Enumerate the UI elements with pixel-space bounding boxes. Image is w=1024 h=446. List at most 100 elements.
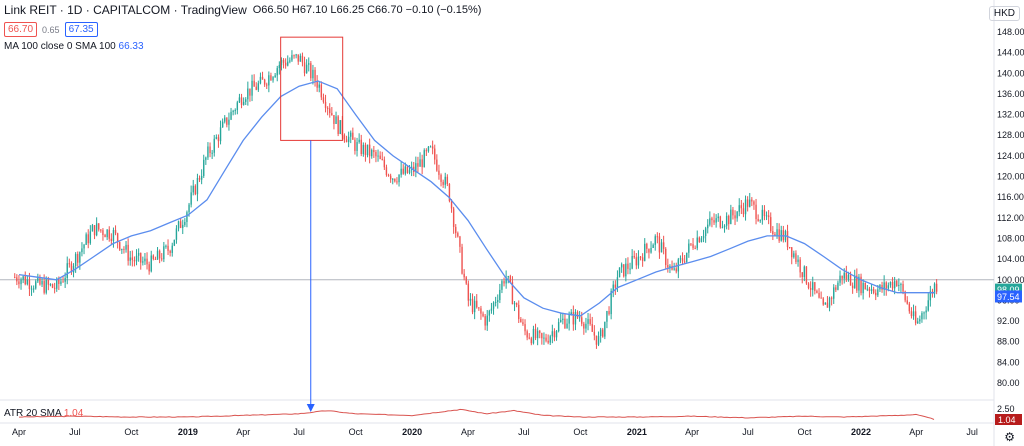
candle-body xyxy=(803,266,806,277)
price-tick-label: 148.00 xyxy=(997,27,1024,37)
candle-body xyxy=(127,244,129,261)
candle-body xyxy=(408,169,411,173)
candle-body xyxy=(812,282,814,290)
candle-body xyxy=(839,275,841,283)
candle-body xyxy=(291,55,293,61)
candle-body xyxy=(18,281,20,285)
candle-body xyxy=(732,209,734,216)
candle-body xyxy=(595,335,598,345)
candle-body xyxy=(801,272,803,277)
candle-body xyxy=(104,235,106,238)
candle-body xyxy=(150,255,152,272)
candle-body xyxy=(400,168,402,175)
candle-body xyxy=(469,298,472,301)
candle-body xyxy=(730,209,732,225)
candle-body xyxy=(194,185,197,195)
candle-body xyxy=(91,225,94,232)
candle-body xyxy=(473,300,476,313)
buy-price-box[interactable]: 67.35 xyxy=(64,22,98,37)
candle-body xyxy=(129,257,131,261)
settings-gear-icon[interactable]: ⚙ xyxy=(1004,430,1015,444)
candle-body xyxy=(387,174,390,176)
candle-body xyxy=(765,215,768,217)
candle-body xyxy=(261,76,264,80)
candle-body xyxy=(165,245,167,247)
candle-body xyxy=(505,277,507,284)
candle-body xyxy=(679,258,682,260)
candle-body xyxy=(66,263,68,278)
candle-body xyxy=(484,316,486,326)
candle-body xyxy=(263,79,266,85)
time-tick-label: Jul xyxy=(518,427,530,437)
candle-body xyxy=(68,263,71,265)
candle-body xyxy=(656,236,659,238)
candle-body xyxy=(814,282,816,291)
candle-body xyxy=(173,239,176,246)
candle-body xyxy=(872,289,875,293)
atr-label: ATR 20 SMA xyxy=(4,408,62,419)
candle-body xyxy=(179,221,182,228)
currency-selector[interactable]: HKD xyxy=(988,6,1020,21)
candle-body xyxy=(728,215,730,225)
candle-body xyxy=(641,257,644,261)
candle-body xyxy=(95,223,98,236)
candle-body xyxy=(478,307,480,309)
candle-body xyxy=(70,263,73,273)
candle-body xyxy=(85,234,87,245)
candle-body xyxy=(224,117,226,122)
candle-body xyxy=(623,264,625,277)
candle-body xyxy=(532,328,535,344)
candle-body xyxy=(767,215,770,218)
symbol-title[interactable]: Link REIT · 1D · CAPITALCOM · TradingVie… xyxy=(4,3,247,17)
candle-body xyxy=(759,220,761,222)
candle-body xyxy=(253,80,255,87)
candle-body xyxy=(301,55,304,63)
bid-ask-row: 66.70 0.65 67.35 xyxy=(4,22,98,37)
candle-body xyxy=(312,69,314,79)
candle-body xyxy=(568,315,570,324)
candle-body xyxy=(851,285,854,289)
candle-body xyxy=(154,258,157,260)
candle-body xyxy=(419,159,421,167)
candle-body xyxy=(26,279,29,285)
candle-body xyxy=(893,280,896,289)
candle-body xyxy=(583,323,585,329)
candle-body xyxy=(761,209,764,221)
candle-body xyxy=(22,276,24,280)
sell-price-box[interactable]: 66.70 xyxy=(4,22,38,37)
candle-body xyxy=(295,54,297,56)
candle-body xyxy=(358,139,360,143)
candle-body xyxy=(587,319,589,324)
candle-body xyxy=(442,181,444,185)
candle-body xyxy=(459,236,461,247)
candle-body xyxy=(816,290,818,293)
candle-body xyxy=(526,331,528,338)
candle-body xyxy=(522,322,524,325)
ohlc-readout: O66.50 H67.10 L66.25 C66.70 −0.10 (−0.15… xyxy=(252,4,482,16)
candle-body xyxy=(910,311,913,317)
annotation-arrow-head xyxy=(306,404,315,412)
candle-body xyxy=(841,275,843,279)
indicator-legend[interactable]: MA 100 close 0 SMA 100 66.33 xyxy=(4,41,144,52)
candle-body xyxy=(213,138,215,153)
candle-body xyxy=(539,330,541,334)
candle-body xyxy=(266,84,268,86)
candle-body xyxy=(421,159,423,168)
candle-body xyxy=(627,263,629,269)
price-tick-label: 120.00 xyxy=(997,172,1024,182)
candle-body xyxy=(805,266,808,284)
candle-body xyxy=(240,97,243,105)
candle-body xyxy=(616,277,619,288)
candle-body xyxy=(368,144,371,157)
candle-body xyxy=(669,265,671,268)
atr-legend[interactable]: ATR 20 SMA 1.04 xyxy=(4,408,83,419)
candle-body xyxy=(528,337,530,339)
candle-body xyxy=(177,221,180,229)
candle-body xyxy=(631,256,633,269)
candle-body xyxy=(667,265,669,268)
candle-body xyxy=(123,248,125,250)
spread-value: 0.65 xyxy=(42,24,60,35)
candle-body xyxy=(226,117,228,125)
candle-body xyxy=(702,236,705,239)
